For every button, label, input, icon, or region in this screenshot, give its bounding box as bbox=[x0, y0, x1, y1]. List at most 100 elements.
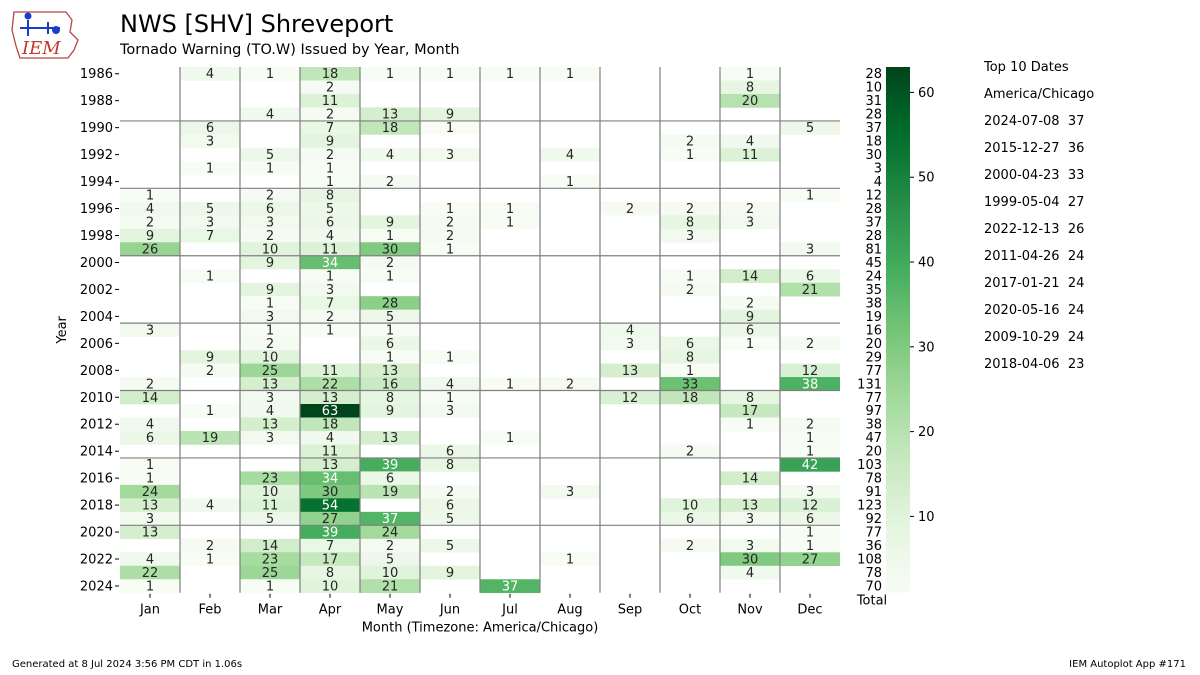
cell-value-label: 8 bbox=[686, 216, 694, 231]
cell-value-label: 2 bbox=[386, 539, 394, 554]
cell-value-label: 4 bbox=[266, 404, 274, 419]
heatmap-cell bbox=[720, 323, 780, 337]
heatmap-cell bbox=[120, 188, 180, 203]
year-total-label: 16 bbox=[865, 323, 882, 338]
cell-value-label: 3 bbox=[746, 539, 754, 554]
cell-value-label: 9 bbox=[446, 108, 454, 123]
heatmap-cell bbox=[360, 228, 420, 243]
chart-title: NWS [SHV] Shreveport bbox=[120, 10, 394, 38]
cell-value-label: 1 bbox=[386, 67, 394, 82]
x-tick-label: Jun bbox=[439, 603, 460, 618]
heatmap-cell bbox=[540, 484, 600, 499]
heatmap-cell bbox=[180, 228, 240, 243]
heatmap-cell bbox=[420, 404, 480, 418]
cell-value-label: 24 bbox=[142, 485, 159, 500]
heatmap-cell bbox=[300, 552, 360, 567]
heatmap-cell bbox=[360, 107, 420, 122]
year-total-label: 28 bbox=[865, 229, 882, 244]
cell-value-label: 13 bbox=[742, 499, 759, 514]
cell-value-label: 9 bbox=[746, 310, 754, 325]
heatmap-cell bbox=[720, 417, 780, 432]
heatmap-cell bbox=[120, 511, 180, 526]
heatmap-cell bbox=[120, 430, 180, 445]
cell-value-label: 6 bbox=[686, 512, 694, 527]
heatmap-cell bbox=[720, 565, 780, 580]
cell-value-label: 4 bbox=[386, 148, 394, 163]
cell-value-label: 1 bbox=[386, 269, 394, 284]
heatmap-cell bbox=[120, 498, 180, 513]
heatmap-cell bbox=[360, 484, 420, 499]
heatmap-cell bbox=[360, 255, 420, 270]
cell-value-label: 1 bbox=[206, 269, 214, 284]
cell-value-label: 1 bbox=[146, 579, 154, 594]
cell-value-label: 5 bbox=[806, 121, 814, 136]
heatmap-cell bbox=[300, 174, 360, 189]
cell-value-label: 18 bbox=[382, 121, 399, 136]
cell-value-label: 2 bbox=[146, 216, 154, 231]
y-tick-label: 1986 bbox=[80, 67, 113, 82]
cell-value-label: 2 bbox=[326, 108, 334, 123]
heatmap-cell bbox=[300, 363, 360, 378]
cell-value-label: 9 bbox=[266, 256, 274, 271]
cell-value-label: 8 bbox=[686, 350, 694, 365]
heatmap-cell bbox=[120, 215, 180, 230]
cell-value-label: 1 bbox=[266, 296, 274, 311]
cell-value-label: 2 bbox=[746, 202, 754, 217]
heatmap-cell bbox=[240, 107, 300, 122]
heatmap-cell bbox=[300, 134, 360, 149]
cell-value-label: 1 bbox=[446, 350, 454, 365]
y-axis-label: Year bbox=[55, 315, 70, 344]
heatmap-cell bbox=[180, 269, 240, 283]
heatmap-cell bbox=[360, 215, 420, 230]
cell-value-label: 1 bbox=[746, 67, 754, 82]
cell-value-label: 1 bbox=[566, 175, 574, 190]
heatmap-cell bbox=[300, 161, 360, 176]
x-tick-label: Sep bbox=[618, 603, 643, 618]
cell-value-label: 2 bbox=[746, 296, 754, 311]
x-tick-label: Oct bbox=[679, 603, 701, 618]
heatmap-cell bbox=[300, 377, 360, 391]
heatmap-cell bbox=[720, 471, 780, 486]
cell-value-label: 3 bbox=[806, 485, 814, 500]
heatmap-cell bbox=[360, 579, 420, 594]
heatmap-cell bbox=[780, 484, 840, 499]
heatmap-cell bbox=[480, 215, 540, 230]
heatmap-cell bbox=[240, 323, 300, 337]
cell-value-label: 2 bbox=[266, 189, 274, 204]
heatmap-cell bbox=[720, 552, 780, 567]
cell-value-label: 27 bbox=[802, 553, 819, 568]
cell-value-label: 1 bbox=[686, 364, 694, 379]
cell-value-label: 18 bbox=[322, 418, 339, 433]
x-tick-label: May bbox=[377, 603, 404, 618]
heatmap-cell bbox=[720, 67, 780, 81]
y-tick-label: 2010 bbox=[80, 391, 113, 406]
heatmap-cell bbox=[300, 107, 360, 122]
app-label: IEM Autoplot App #171 bbox=[1069, 659, 1186, 670]
heatmap-cell bbox=[180, 350, 240, 364]
year-total-label: 20 bbox=[865, 445, 882, 460]
top10-entry: 2020-05-16 24 bbox=[984, 303, 1085, 318]
heatmap-cell bbox=[360, 296, 420, 310]
cell-value-label: 3 bbox=[446, 404, 454, 419]
cell-value-label: 1 bbox=[326, 175, 334, 190]
cell-value-label: 12 bbox=[802, 499, 819, 514]
heatmap-cell bbox=[120, 565, 180, 580]
year-total-label: 3 bbox=[874, 162, 882, 177]
cell-value-label: 4 bbox=[746, 566, 754, 581]
heatmap-cell bbox=[600, 390, 660, 405]
cell-value-label: 1 bbox=[506, 377, 514, 392]
cell-value-label: 2 bbox=[806, 337, 814, 352]
heatmap-cell bbox=[120, 417, 180, 432]
x-tick-label: Feb bbox=[198, 603, 221, 618]
cell-value-label: 4 bbox=[326, 229, 334, 244]
heatmap-cell bbox=[660, 377, 720, 391]
total-column-header: Total bbox=[856, 594, 887, 609]
colorbar-tick-label: 60 bbox=[918, 86, 935, 101]
top10-list: 2024-07-08 37 2015-12-27 36 2000-04-23 33 1… bbox=[984, 108, 1094, 378]
heatmap-cell bbox=[660, 228, 720, 243]
heatmap-cell bbox=[720, 269, 780, 283]
cell-value-label: 5 bbox=[266, 512, 274, 527]
year-total-label: 37 bbox=[865, 216, 882, 231]
iem-logo: IEM bbox=[8, 6, 110, 66]
cell-value-label: 11 bbox=[322, 242, 339, 257]
